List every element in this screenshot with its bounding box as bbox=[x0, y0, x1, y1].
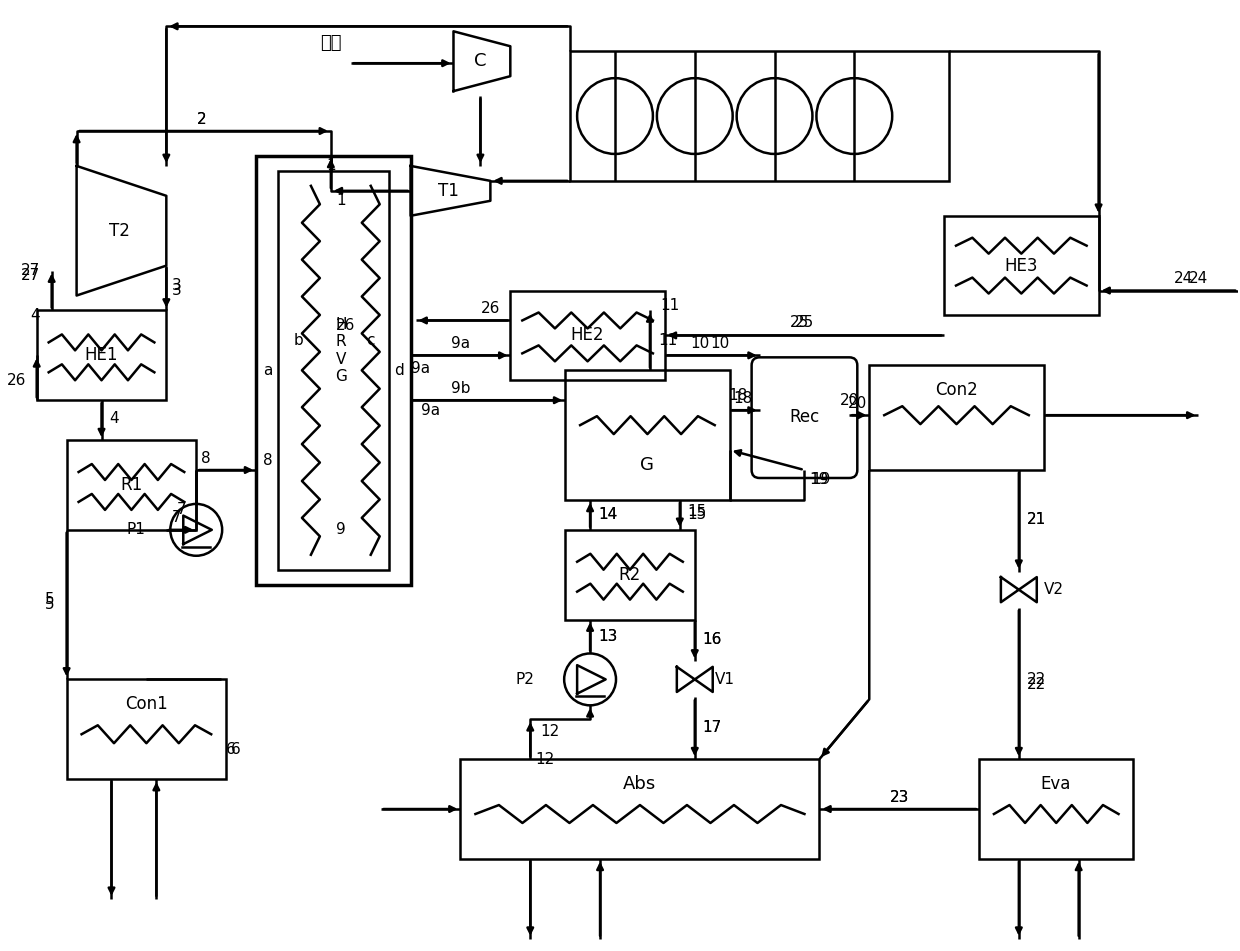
Bar bbox=[67, 440, 196, 530]
Text: 19: 19 bbox=[811, 473, 831, 488]
Text: 17: 17 bbox=[703, 720, 722, 735]
Bar bbox=[37, 310, 166, 400]
Text: 1: 1 bbox=[326, 159, 336, 173]
Text: 13: 13 bbox=[598, 629, 618, 644]
Bar bbox=[460, 759, 820, 859]
Text: 5: 5 bbox=[45, 592, 55, 607]
Text: 10: 10 bbox=[691, 336, 709, 351]
Text: T1: T1 bbox=[438, 182, 459, 200]
Text: HE3: HE3 bbox=[1004, 257, 1038, 275]
Bar bbox=[978, 759, 1133, 859]
Text: 2: 2 bbox=[196, 111, 206, 126]
Text: 8: 8 bbox=[263, 453, 273, 468]
Text: 15: 15 bbox=[688, 508, 707, 522]
Bar bbox=[944, 216, 1099, 316]
Polygon shape bbox=[410, 165, 490, 216]
Text: V1: V1 bbox=[714, 672, 734, 687]
Text: 25: 25 bbox=[790, 315, 808, 330]
Text: 19: 19 bbox=[810, 473, 828, 488]
Text: 12: 12 bbox=[536, 751, 554, 767]
Text: 11: 11 bbox=[660, 298, 680, 313]
Text: 9: 9 bbox=[336, 522, 346, 537]
Bar bbox=[565, 530, 694, 620]
Text: 18: 18 bbox=[733, 391, 753, 406]
Text: 21: 21 bbox=[1027, 513, 1047, 528]
Text: 4: 4 bbox=[109, 411, 119, 426]
Text: 26: 26 bbox=[336, 318, 355, 333]
Text: 4: 4 bbox=[30, 308, 40, 323]
Text: 27: 27 bbox=[20, 268, 40, 283]
Text: C: C bbox=[474, 52, 486, 70]
Bar bbox=[278, 171, 388, 570]
Text: 2: 2 bbox=[196, 111, 206, 126]
Text: HE1: HE1 bbox=[84, 346, 118, 364]
Bar bbox=[257, 156, 410, 585]
Text: 23: 23 bbox=[889, 789, 909, 805]
Text: 26: 26 bbox=[481, 301, 501, 316]
Text: 21: 21 bbox=[1027, 513, 1047, 528]
Polygon shape bbox=[77, 165, 166, 296]
Text: 18: 18 bbox=[728, 388, 748, 402]
Text: Abs: Abs bbox=[624, 775, 656, 793]
Text: HE2: HE2 bbox=[570, 326, 604, 344]
Text: d: d bbox=[394, 363, 403, 378]
Text: H
R
V
G: H R V G bbox=[335, 317, 347, 384]
Text: 12: 12 bbox=[541, 724, 559, 739]
Text: 9a: 9a bbox=[451, 336, 470, 351]
Text: 8: 8 bbox=[201, 451, 211, 466]
Text: 9a: 9a bbox=[420, 402, 440, 417]
Text: 16: 16 bbox=[703, 632, 722, 647]
Text: 5: 5 bbox=[45, 597, 55, 612]
Text: 17: 17 bbox=[703, 720, 722, 735]
Text: 25: 25 bbox=[795, 315, 815, 330]
Text: 13: 13 bbox=[598, 629, 618, 644]
Bar bbox=[565, 370, 729, 500]
Text: 空气: 空气 bbox=[320, 34, 341, 52]
Text: P2: P2 bbox=[516, 672, 534, 687]
Text: 10: 10 bbox=[711, 336, 729, 351]
Polygon shape bbox=[454, 31, 511, 91]
Text: 9b: 9b bbox=[450, 380, 470, 396]
Text: 26: 26 bbox=[7, 373, 27, 388]
Text: 3: 3 bbox=[171, 278, 181, 293]
Text: V2: V2 bbox=[1044, 582, 1064, 597]
Text: 3: 3 bbox=[171, 283, 181, 298]
Text: 15: 15 bbox=[688, 504, 707, 519]
Text: Rec: Rec bbox=[790, 408, 820, 426]
Text: 1: 1 bbox=[336, 193, 346, 208]
Text: 11: 11 bbox=[658, 333, 677, 348]
Text: 27: 27 bbox=[20, 263, 40, 278]
Text: Con2: Con2 bbox=[935, 381, 977, 399]
Text: 6: 6 bbox=[226, 742, 236, 757]
Bar bbox=[511, 291, 665, 380]
Text: 14: 14 bbox=[598, 508, 618, 522]
Text: 6: 6 bbox=[231, 742, 241, 757]
Text: c: c bbox=[367, 333, 374, 348]
Text: b: b bbox=[294, 333, 304, 348]
Text: 24: 24 bbox=[1174, 271, 1193, 286]
Text: 20: 20 bbox=[848, 396, 867, 411]
Text: 7: 7 bbox=[176, 502, 186, 517]
Bar bbox=[570, 51, 949, 181]
Text: R2: R2 bbox=[619, 566, 641, 584]
Text: 22: 22 bbox=[1027, 672, 1047, 687]
Text: 14: 14 bbox=[598, 508, 618, 522]
Text: 23: 23 bbox=[889, 789, 909, 805]
Text: 16: 16 bbox=[703, 632, 722, 647]
Text: T2: T2 bbox=[109, 222, 130, 240]
Text: 24: 24 bbox=[1189, 271, 1208, 286]
Text: G: G bbox=[640, 456, 653, 474]
Text: 9a: 9a bbox=[410, 360, 430, 376]
Text: 22: 22 bbox=[1027, 677, 1047, 692]
Text: Con1: Con1 bbox=[125, 695, 167, 713]
Text: Eva: Eva bbox=[1040, 775, 1071, 793]
Text: P1: P1 bbox=[126, 522, 146, 537]
Text: a: a bbox=[263, 363, 273, 378]
Bar bbox=[67, 679, 226, 779]
Text: 20: 20 bbox=[839, 393, 859, 408]
Bar bbox=[869, 365, 1044, 470]
Text: 7: 7 bbox=[171, 511, 181, 525]
Text: R1: R1 bbox=[120, 476, 143, 494]
